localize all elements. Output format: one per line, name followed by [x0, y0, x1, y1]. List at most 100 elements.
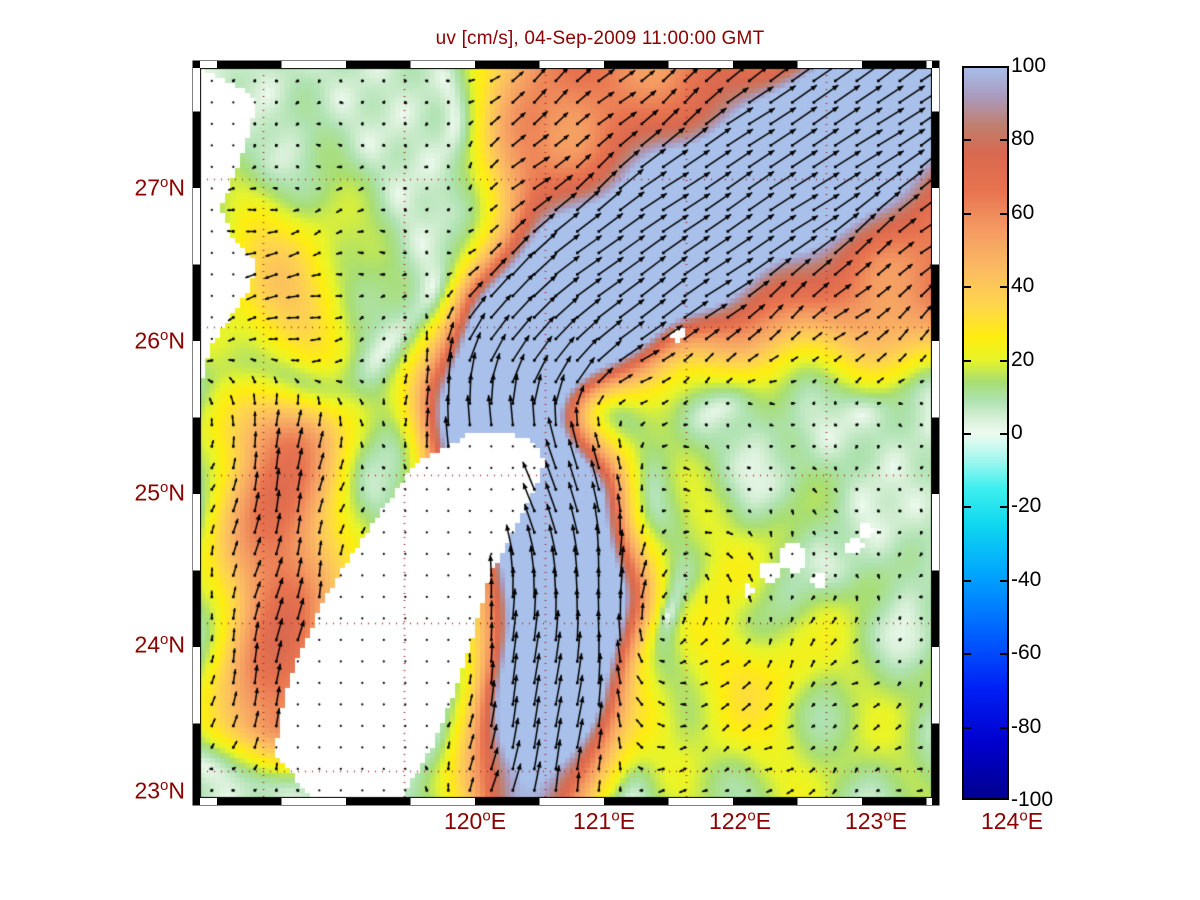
colorbar-tick-mark: [1000, 139, 1009, 142]
colorbar-tick-mark: [962, 359, 971, 362]
colorbar-tick--100: -100: [1011, 788, 1054, 811]
border-segment: [346, 798, 411, 805]
border-segment: [932, 798, 939, 805]
border-segment: [932, 61, 939, 68]
border-segment: [733, 61, 798, 68]
colorbar-tick-mark: [1000, 212, 1009, 215]
colorbar-tick-mark: [962, 726, 971, 729]
degree-icon: o: [482, 807, 491, 825]
lat-hemisphere: N: [168, 174, 185, 201]
lon-hemisphere: E: [1027, 808, 1044, 834]
border-segment: [539, 798, 604, 805]
figure-title: uv [cm/s], 04-Sep-2009 11:00:00 GMT: [435, 28, 765, 49]
border-segment: [862, 798, 927, 805]
colorbar-tick-mark: [962, 286, 971, 289]
degree-icon: o: [747, 807, 756, 825]
colorbar-tick-mark: [962, 433, 971, 435]
border-segment: [475, 798, 540, 805]
border-segment: [193, 570, 200, 647]
colorbar-tick--40: -40: [1011, 567, 1042, 591]
border-segment: [200, 61, 217, 68]
colorbar-tick-mark: [962, 212, 971, 215]
border-segment: [410, 798, 475, 805]
degree-icon: o: [611, 807, 620, 825]
lon-hemisphere: E: [490, 808, 507, 834]
lat-hemisphere: N: [168, 479, 185, 506]
border-segment: [193, 723, 200, 798]
lat-tick-label-25: 25oN: [0, 480, 185, 507]
colorbar-tick--20: -20: [1011, 494, 1042, 518]
border-segment: [193, 341, 200, 418]
colorbar-tick-mark: [1000, 579, 1009, 582]
lon-hemisphere: E: [755, 808, 772, 834]
colorbar-tick--60: -60: [1011, 641, 1042, 665]
colorbar-tick-mark: [962, 139, 971, 142]
degree-icon: o: [160, 478, 169, 496]
border-segment: [281, 61, 346, 68]
colorbar-tick-mark: [1000, 433, 1009, 435]
colorbar-tick-mark: [1000, 653, 1009, 656]
border-segment: [193, 264, 200, 341]
current-field-raster[interactable]: [200, 68, 932, 798]
lon-tick-value: 123: [844, 808, 884, 834]
lon-tick-value: 120: [443, 808, 483, 834]
border-segment: [193, 417, 200, 494]
colorbar-tick-80: 80: [1011, 127, 1035, 151]
lat-tick-value: 23: [134, 777, 161, 804]
border-segment: [475, 61, 540, 68]
colorbar-tick-mark: [1000, 726, 1009, 729]
border-segment: [217, 61, 282, 68]
border-segment: [604, 61, 669, 68]
border-segment: [932, 188, 939, 265]
lat-tick-value: 27: [134, 174, 161, 201]
lat-hemisphere: N: [168, 327, 185, 354]
map-plot-area[interactable]: [192, 60, 940, 806]
colorbar-tick-40: 40: [1011, 274, 1035, 298]
lon-tick-label-121: 121oE: [573, 808, 635, 835]
lon-hemisphere: E: [891, 808, 908, 834]
border-segment: [932, 723, 939, 798]
lat-tick-value: 24: [134, 631, 161, 658]
border-segment: [193, 494, 200, 571]
lon-tick-label-123: 123oE: [845, 808, 907, 835]
border-segment: [410, 61, 475, 68]
border-segment: [193, 647, 200, 724]
border-segment: [539, 61, 604, 68]
border-segment: [932, 111, 939, 188]
colorbar-tick-100: 100: [1011, 54, 1047, 77]
lon-tick-value: 124: [980, 808, 1020, 834]
border-segment: [926, 798, 932, 805]
colorbar-tick-20: 20: [1011, 347, 1035, 371]
border-segment: [932, 417, 939, 494]
border-segment: [200, 798, 217, 805]
degree-icon: o: [883, 807, 892, 825]
border-segment: [862, 61, 927, 68]
border-segment: [733, 798, 798, 805]
degree-icon: o: [160, 630, 169, 648]
border-segment: [346, 61, 411, 68]
border-segment: [193, 68, 200, 112]
border-segment: [932, 68, 939, 112]
colorbar-tick-mark: [1000, 506, 1009, 509]
degree-icon: o: [160, 326, 169, 344]
lat-tick-value: 26: [134, 327, 161, 354]
border-segment: [932, 264, 939, 341]
lat-tick-value: 25: [134, 479, 161, 506]
border-segment: [668, 61, 733, 68]
colorbar-tick--80: -80: [1011, 714, 1042, 738]
lat-hemisphere: N: [168, 631, 185, 658]
colorbar-tick-mark: [1000, 359, 1009, 362]
lon-tick-label-120: 120oE: [444, 808, 506, 835]
border-segment: [193, 111, 200, 188]
colorbar-tick-mark: [1000, 286, 1009, 289]
lat-tick-label-23: 23oN: [0, 778, 185, 805]
border-segment: [797, 61, 862, 68]
degree-icon: o: [160, 173, 169, 191]
border-segment: [932, 494, 939, 571]
border-segment: [193, 798, 200, 805]
border-segment: [932, 341, 939, 418]
lon-tick-label-122: 122oE: [709, 808, 771, 835]
lon-tick-value: 121: [572, 808, 612, 834]
lat-tick-label-27: 27oN: [0, 175, 185, 202]
